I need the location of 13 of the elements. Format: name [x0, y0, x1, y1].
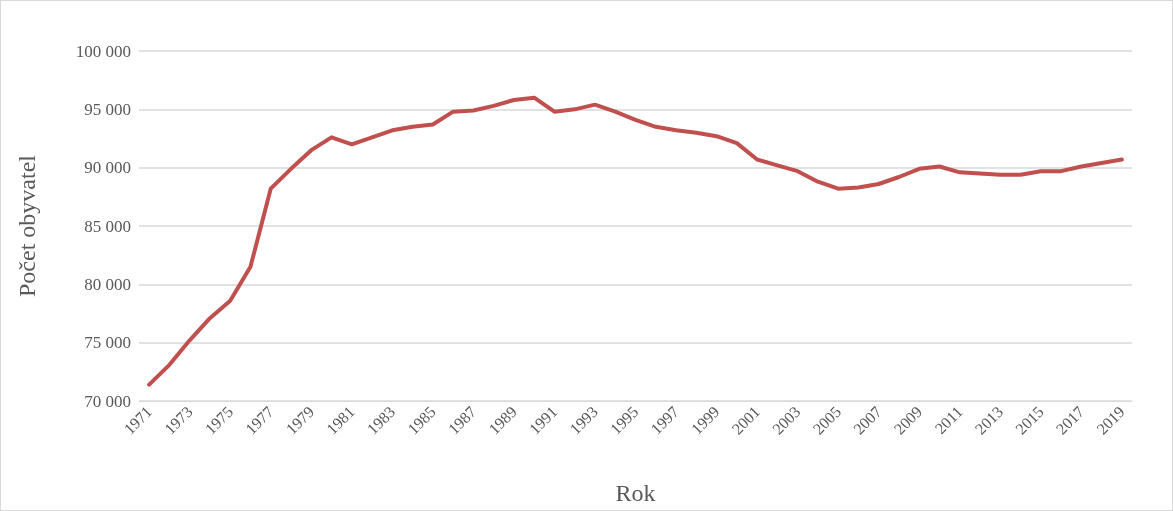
y-tick-label: 90 000: [84, 158, 131, 178]
y-tick-label: 70 000: [84, 391, 131, 411]
x-tick-label: 2011: [931, 402, 966, 438]
y-axis-title: Počet obyvatel: [14, 154, 40, 297]
line-series: [147, 95, 1124, 387]
x-tick-label: 1981: [323, 402, 358, 438]
x-axis-title: Rok: [615, 480, 656, 506]
y-tick-label: 85 000: [84, 216, 131, 236]
x-tick-label: 1973: [161, 402, 196, 438]
y-tick-label: 95 000: [84, 99, 131, 119]
y-tick-label: 75 000: [84, 333, 131, 353]
y-tick-label: 100 000: [75, 41, 131, 61]
y-tick-label: 80 000: [84, 274, 131, 294]
